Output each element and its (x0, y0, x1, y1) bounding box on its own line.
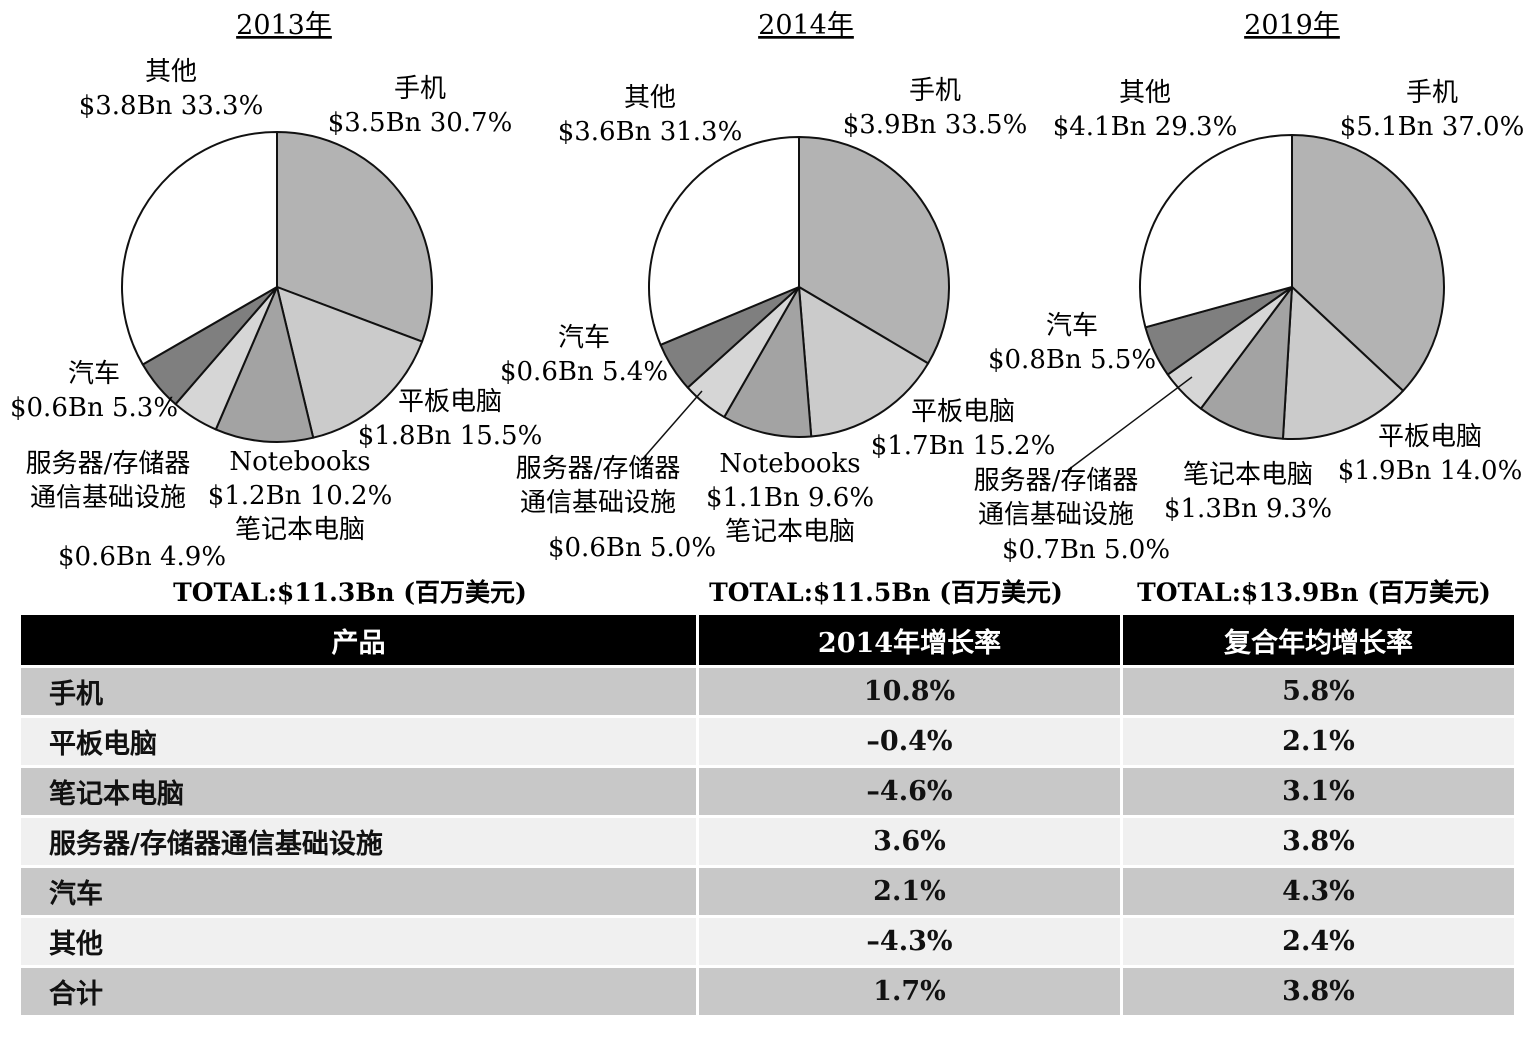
pie-slice (1281, 286, 1405, 440)
cagr-cell: 3.8% (1120, 815, 1517, 868)
growth-2014-cell: –0.4% (696, 715, 1123, 768)
product-name-cell: 服务器/存储器通信基础设施 (18, 815, 699, 868)
slice-label: 平板电脑$1.8Bn 15.5% (358, 387, 543, 451)
cagr-cell: 2.4% (1120, 915, 1517, 968)
table-row: 合计 1.7% 3.8% (18, 965, 1517, 1018)
pie-title: 2014年 (758, 10, 854, 41)
pie-slice (214, 286, 315, 443)
cagr-cell: 3.1% (1120, 765, 1517, 818)
column-header-product: 产品 (18, 612, 699, 668)
slice-label: 其他$3.6Bn 31.3% (558, 83, 743, 147)
column-header-cagr: 复合年均增长率 (1120, 612, 1517, 668)
growth-2014-cell: –4.3% (696, 915, 1123, 968)
slice-label: 手机$5.1Bn 37.0% (1340, 78, 1525, 142)
slice-label: 服务器/存储器通信基础设施$0.6Bn 4.9% (26, 449, 226, 572)
slice-label: Notebooks $1.2Bn 10.2%笔记本电脑 (208, 447, 393, 545)
total-label: TOTAL:$11.3Bn (百万美元) (173, 578, 527, 607)
table-row: 平板电脑 –0.4% 2.1% (18, 715, 1517, 768)
product-name-cell: 其他 (18, 915, 699, 968)
slice-label: 其他$4.1Bn 29.3% (1053, 78, 1238, 142)
table-row: 笔记本电脑 –4.6% 3.1% (18, 765, 1517, 818)
pie-slice (798, 286, 930, 438)
pie-slice (648, 136, 800, 346)
slice-label: 手机$3.5Bn 30.7% (328, 74, 513, 138)
product-name-cell: 平板电脑 (18, 715, 699, 768)
product-name-cell: 手机 (18, 665, 699, 718)
table-header-row: 产品 2014年增长率 复合年均增长率 (18, 612, 1517, 668)
growth-2014-cell: 10.8% (696, 665, 1123, 718)
cagr-cell: 4.3% (1120, 865, 1517, 918)
table-row: 其他 –4.3% 2.4% (18, 915, 1517, 968)
slice-label: 汽车$0.8Bn 5.5% (988, 311, 1156, 375)
slice-label: 平板电脑$1.9Bn 14.0% (1338, 422, 1523, 486)
leader-line (639, 390, 703, 463)
total-label: TOTAL:$11.5Bn (百万美元) (709, 578, 1063, 607)
pie-slice (276, 286, 424, 439)
product-name-cell: 汽车 (18, 865, 699, 918)
table-row: 手机 10.8% 5.8% (18, 665, 1517, 718)
table-row: 汽车 2.1% 4.3% (18, 865, 1517, 918)
product-name-cell: 笔记本电脑 (18, 765, 699, 818)
pie-slice (276, 131, 433, 343)
product-name-cell: 合计 (18, 965, 699, 1018)
slice-label: 手机$3.9Bn 33.5% (843, 76, 1028, 140)
growth-2014-cell: –4.6% (696, 765, 1123, 818)
pie-slice (798, 136, 950, 365)
pie-title: 2013年 (236, 10, 332, 41)
growth-2014-cell: 3.6% (696, 815, 1123, 868)
cagr-cell: 3.8% (1120, 965, 1517, 1018)
cagr-cell: 5.8% (1120, 665, 1517, 718)
growth-2014-cell: 2.1% (696, 865, 1123, 918)
pie-slice (1199, 286, 1293, 440)
slice-label: 其他$3.8Bn 33.3% (79, 57, 264, 121)
pie-slice (1291, 134, 1445, 392)
column-header-2014-growth: 2014年增长率 (696, 612, 1123, 668)
slice-label: 服务器/存储器通信基础设施$0.6Bn 5.0% (516, 454, 716, 563)
leader-line (1067, 376, 1193, 471)
slice-label: 汽车$0.6Bn 5.4% (500, 323, 668, 387)
pie-slice (723, 286, 813, 438)
pie-slice (121, 131, 278, 366)
slice-label: 服务器/存储器通信基础设施$0.7Bn 5.0% (974, 466, 1170, 565)
slice-label: 笔记本电脑$1.3Bn 9.3% (1164, 460, 1332, 524)
slice-label: 汽车$0.6Bn 5.3% (10, 359, 178, 423)
table-row: 服务器/存储器通信基础设施 3.6% 3.8% (18, 815, 1517, 868)
total-label: TOTAL:$13.9Bn (百万美元) (1137, 578, 1491, 607)
growth-2014-cell: 1.7% (696, 965, 1123, 1018)
pie-slice (1139, 134, 1293, 329)
pie-title: 2019年 (1244, 10, 1340, 41)
slice-label: Notebooks $1.1Bn 9.6%笔记本电脑 (706, 449, 874, 547)
slice-label: 平板电脑$1.7Bn 15.2% (871, 397, 1056, 461)
growth-rate-table: 产品 2014年增长率 复合年均增长率 手机 10.8% 5.8% 平板电脑 –0.4%… (18, 612, 1517, 1018)
cagr-cell: 2.1% (1120, 715, 1517, 768)
